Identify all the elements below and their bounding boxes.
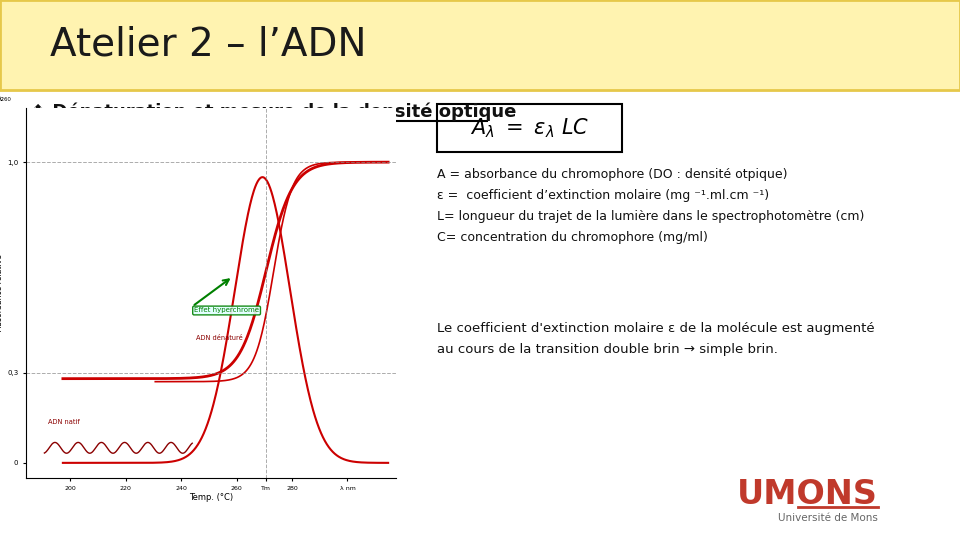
Text: ADN dénaturé: ADN dénaturé [196, 335, 243, 341]
Text: UMONS: UMONS [737, 478, 878, 511]
Text: A₂₆₀: A₂₆₀ [0, 93, 12, 103]
Text: C= concentration du chromophore (mg/ml): C= concentration du chromophore (mg/ml) [437, 231, 708, 244]
Text: ε =  coefficient d’extinction molaire (mg ⁻¹.ml.cm ⁻¹): ε = coefficient d’extinction molaire (mg… [437, 189, 769, 202]
Text: A = absorbance du chromophore (DO : densité otpique): A = absorbance du chromophore (DO : dens… [437, 168, 787, 181]
FancyBboxPatch shape [437, 104, 622, 152]
Y-axis label: Absorbance relative: Absorbance relative [0, 254, 4, 332]
FancyBboxPatch shape [0, 0, 960, 90]
Text: Effet hyperchrome: Effet hyperchrome [194, 307, 259, 314]
Text: $A_{\lambda}\ =\ \varepsilon_{\lambda}\ LC$: $A_{\lambda}\ =\ \varepsilon_{\lambda}\ … [469, 116, 589, 140]
Text: ADN natif: ADN natif [48, 418, 80, 425]
Text: ❖ Dénaturation et mesure de la densité optique: ❖ Dénaturation et mesure de la densité o… [30, 103, 516, 122]
Text: Université de Mons: Université de Mons [779, 513, 878, 523]
X-axis label: Temp. (°C): Temp. (°C) [189, 494, 232, 502]
Text: Atelier 2 – l’ADN: Atelier 2 – l’ADN [50, 26, 367, 64]
Text: L= longueur du trajet de la lumière dans le spectrophotomètre (cm): L= longueur du trajet de la lumière dans… [437, 210, 864, 223]
Text: Le coefficient d'extinction molaire ε de la molécule est augmenté
au cours de la: Le coefficient d'extinction molaire ε de… [437, 322, 875, 356]
